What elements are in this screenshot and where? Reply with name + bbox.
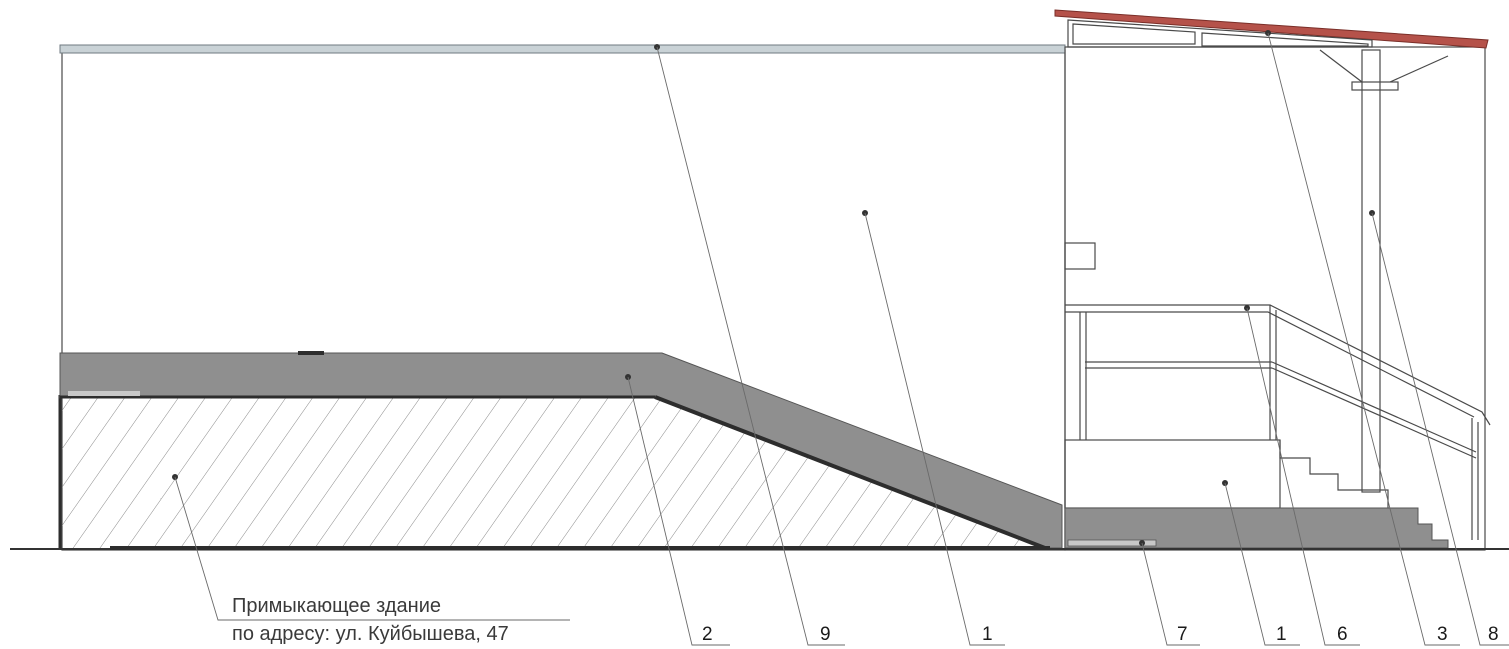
canopy-column xyxy=(1361,49,1381,493)
ramp-base-mark xyxy=(68,391,140,396)
leader-9 xyxy=(656,46,845,646)
leader-3 xyxy=(1267,32,1460,646)
canopy-glass-right xyxy=(1201,32,1369,47)
leader-1b xyxy=(1224,482,1300,646)
label-8: 8 xyxy=(1488,624,1499,645)
leader-7 xyxy=(1141,542,1200,646)
handrail-mid-slope xyxy=(1271,361,1477,453)
handrail-top xyxy=(1065,304,1491,426)
label-9: 9 xyxy=(820,624,831,645)
entrance-block-wall xyxy=(1064,46,1486,551)
handrail-top-inner xyxy=(1065,311,1475,418)
leader-1a xyxy=(864,212,1005,646)
stair-steps xyxy=(1279,440,1389,508)
handrail-mid-slope-inner xyxy=(1271,367,1477,459)
canopy-bracket-left xyxy=(1319,49,1363,83)
canopy-column-cap xyxy=(1351,81,1399,91)
canopy-roof xyxy=(1054,9,1489,49)
leader-2 xyxy=(627,376,730,646)
stair-base-marker xyxy=(1067,539,1157,547)
ramp-top-mark xyxy=(298,351,324,355)
label-2: 2 xyxy=(702,624,713,645)
label-1b: 1 xyxy=(1276,624,1287,645)
entrance-niche xyxy=(1064,242,1096,270)
note-line-2: по адресу: ул. Куйбышева, 47 xyxy=(232,623,509,645)
label-7: 7 xyxy=(1177,624,1188,645)
canopy-glass-left xyxy=(1072,23,1196,45)
adjoining-building-hatch xyxy=(62,398,1045,548)
ramp-slope-edge xyxy=(654,395,1046,550)
label-3: 3 xyxy=(1437,624,1448,645)
canopy-bracket-right xyxy=(1389,55,1449,83)
leader-8 xyxy=(1371,212,1509,646)
leader-note xyxy=(174,476,570,621)
label-1a: 1 xyxy=(982,624,993,645)
leader-6 xyxy=(1246,307,1360,646)
stair-landing xyxy=(1064,439,1281,509)
parapet-cap xyxy=(59,44,1066,54)
note-line-1: Примыкающее здание xyxy=(232,595,441,617)
label-6: 6 xyxy=(1337,624,1348,645)
